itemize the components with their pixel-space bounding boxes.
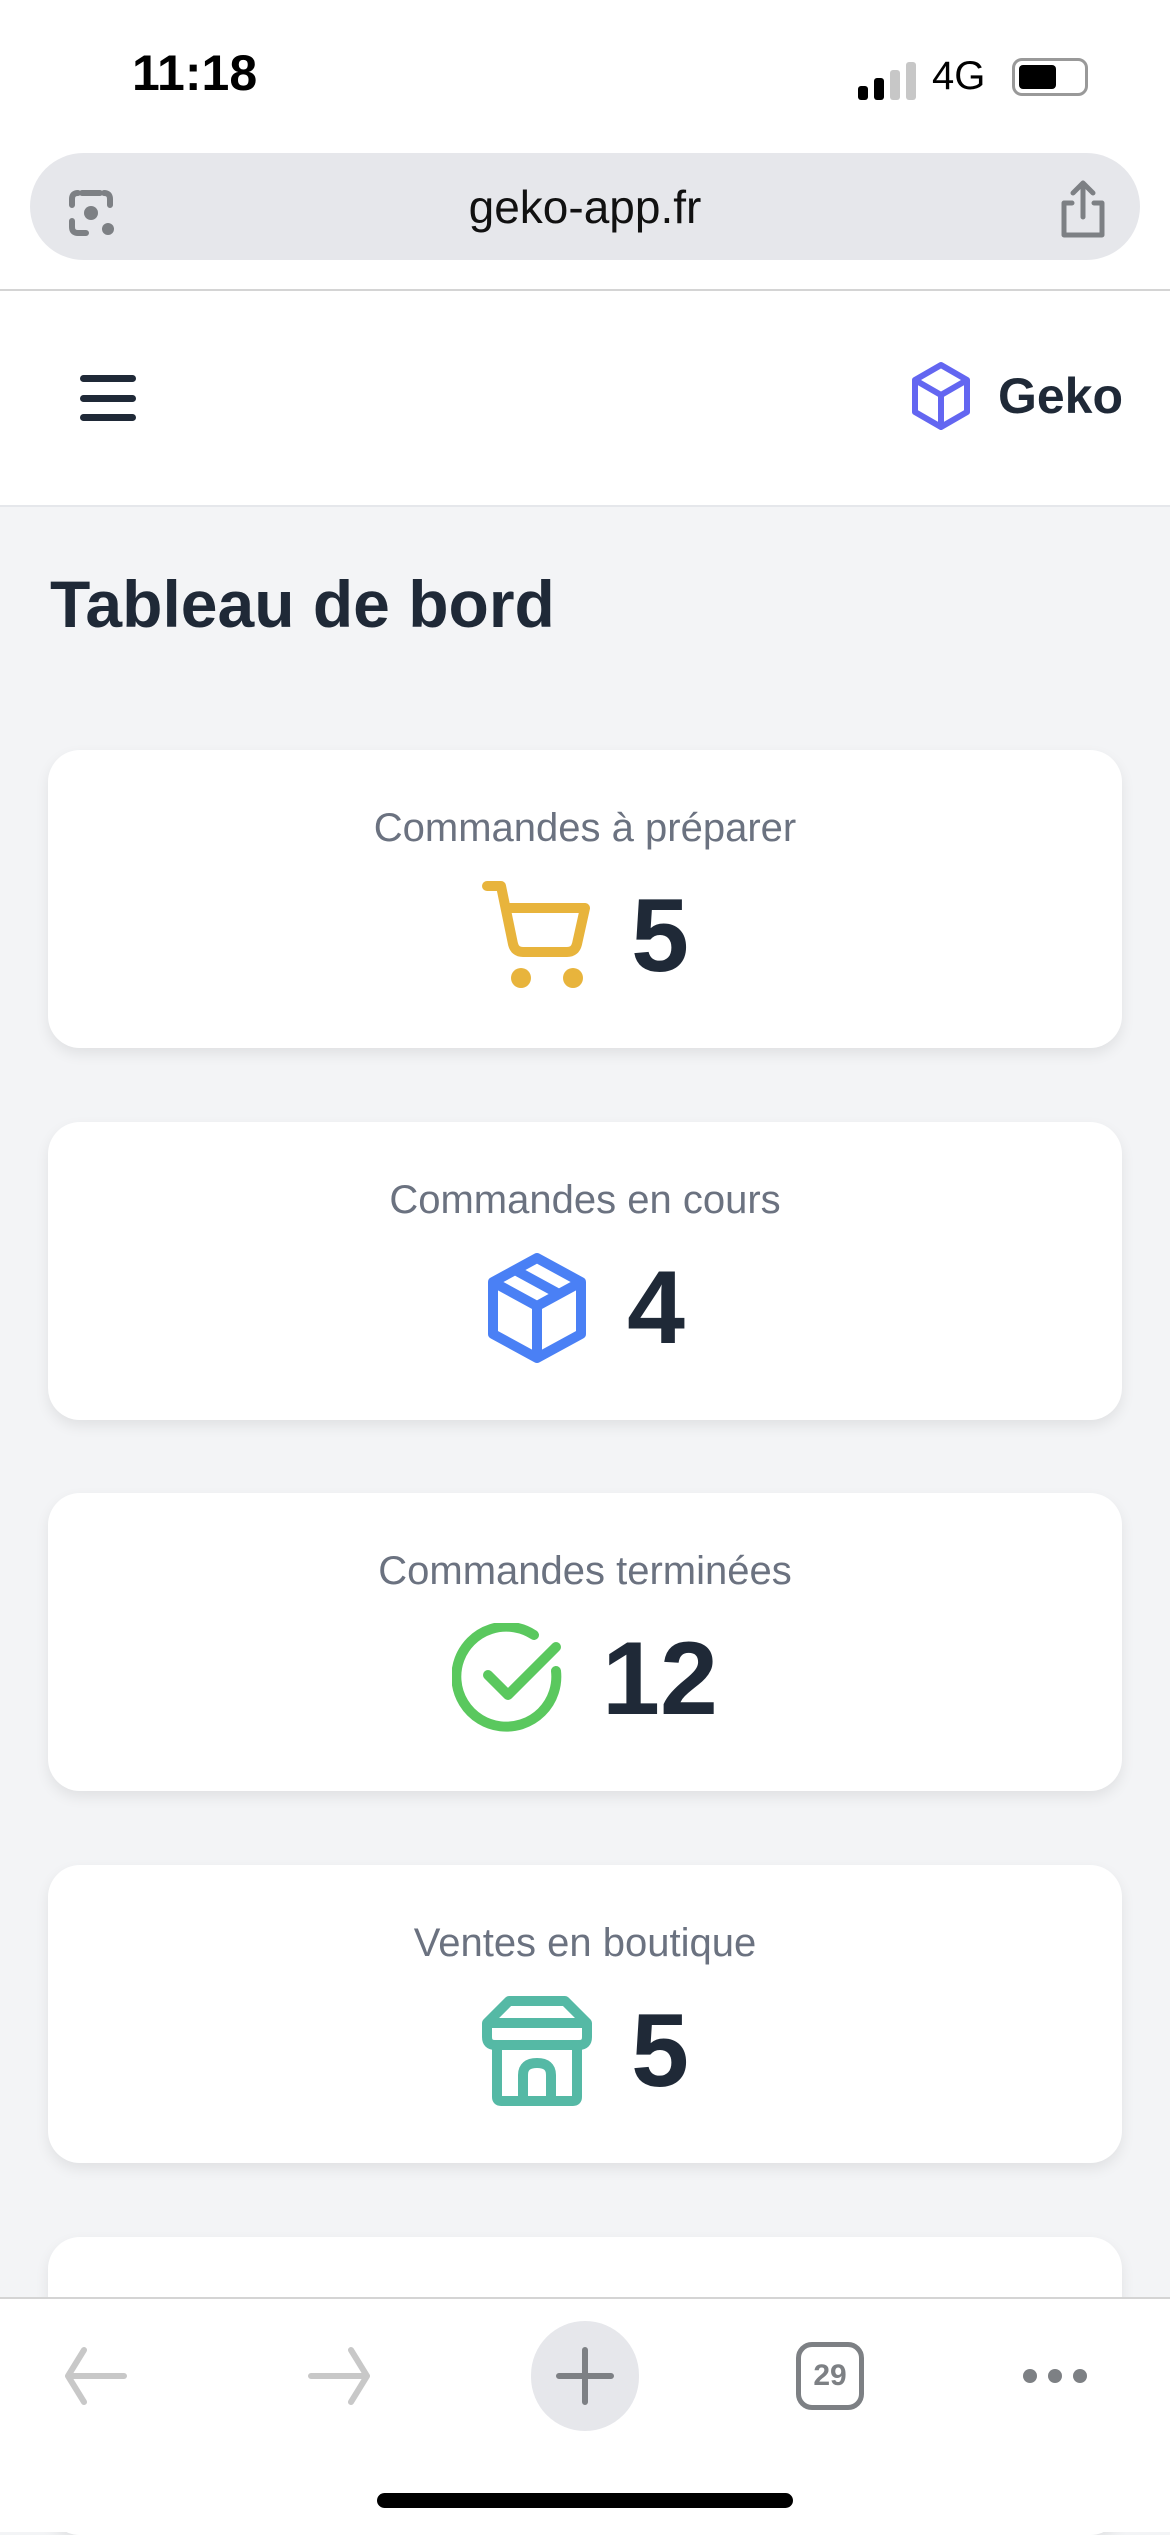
page-title: Tableau de bord [50,567,555,641]
card-label: Commandes à préparer [373,806,797,850]
back-button[interactable] [50,2321,140,2431]
card-label: Commandes en cours [389,1178,781,1222]
more-icon [1023,2369,1087,2383]
tabs-button[interactable]: 29 [780,2321,880,2431]
status-bar: 11:18 4G [0,0,1170,153]
menu-icon[interactable] [80,375,136,421]
browser-chrome: geko-app.fr [0,130,1170,291]
lens-icon[interactable] [66,183,116,239]
package-icon [488,1253,587,1363]
plus-icon [556,2347,614,2405]
arrow-right-icon [308,2347,370,2405]
card-value: 4 [627,1250,685,1366]
card-label: Ventes en boutique [413,1921,757,1965]
stat-card-orders-completed[interactable]: Commandes terminées 12 [48,1493,1122,1791]
store-icon [482,1996,593,2106]
brand-logo[interactable]: Geko [910,361,1123,431]
url-text[interactable]: geko-app.fr [468,180,702,233]
stat-card-orders-in-progress[interactable]: Commandes en cours 4 [48,1122,1122,1420]
browser-toolbar: 29 [0,2297,1170,2532]
battery-icon [1012,58,1088,96]
cube-logo-icon [911,362,970,430]
home-indicator[interactable] [377,2493,793,2508]
app-header: Geko [0,291,1170,507]
address-bar[interactable]: geko-app.fr [30,153,1140,260]
stat-card-store-sales[interactable]: Ventes en boutique 5 [48,1865,1122,2163]
share-icon[interactable] [1056,179,1110,239]
check-circle-icon [452,1623,562,1732]
shopping-cart-icon [482,881,591,988]
forward-button[interactable] [295,2321,385,2431]
new-tab-button[interactable] [531,2321,639,2431]
card-value: 12 [602,1621,718,1737]
card-value: 5 [631,878,689,994]
status-time: 11:18 [132,45,258,101]
brand-name: Geko [997,368,1123,424]
stat-card-orders-to-prepare[interactable]: Commandes à préparer 5 [48,750,1122,1048]
network-type: 4G [932,54,986,98]
card-label: Commandes terminées [378,1549,792,1593]
more-button[interactable] [1005,2321,1105,2431]
tab-count: 29 [796,2342,864,2410]
card-value: 5 [631,1993,689,2109]
signal-icon [858,62,916,100]
arrow-left-icon [65,2347,127,2405]
